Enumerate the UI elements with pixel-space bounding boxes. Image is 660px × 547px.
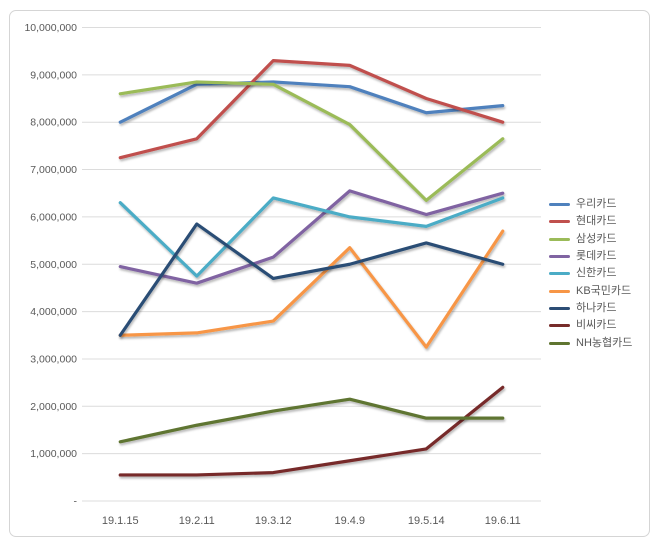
legend-label: 삼성카드 — [576, 232, 617, 245]
x-tick-label: 19.6.11 — [485, 515, 521, 527]
legend-marker-icon — [549, 272, 570, 276]
legend-marker-icon — [549, 306, 570, 310]
legend-marker-icon — [549, 203, 570, 207]
series-line-0 — [118, 80, 505, 124]
y-axis-labels: - 1,000,000 2,000,000 3,000,000 4,000,000 5,0… — [24, 22, 77, 508]
legend-marker-icon — [549, 324, 570, 328]
y-tick-label: 10,000,000 — [24, 22, 77, 34]
legend-label: 비씨카드 — [576, 319, 617, 332]
series-line-2 — [118, 80, 505, 202]
legend-item-7: 비씨카드 — [549, 317, 632, 334]
series-line-7 — [118, 385, 505, 477]
legend-label: 롯데카드 — [576, 250, 617, 263]
y-tick-label: 7,000,000 — [30, 164, 77, 176]
series-line-4 — [118, 196, 505, 278]
chart-frame — [9, 10, 650, 537]
series-line-1 — [118, 59, 505, 160]
legend-item-6: 하나카드 — [549, 300, 632, 317]
series-line-5 — [118, 229, 505, 349]
legend-item-0: 우리카드 — [549, 196, 632, 213]
series-line-6 — [118, 222, 505, 337]
y-tick-label: 4,000,000 — [30, 306, 77, 318]
legend-marker-icon — [549, 255, 570, 259]
legend-label: 신한카드 — [576, 267, 617, 280]
x-tick-label: 19.1.15 — [102, 515, 139, 527]
legend-marker-icon — [549, 341, 570, 345]
legend-item-3: 롯데카드 — [549, 248, 632, 265]
legend-label: NH농협카드 — [576, 336, 633, 349]
series-line-8 — [118, 397, 505, 444]
x-tick-label: 19.5.14 — [408, 515, 445, 527]
legend-label: 현대카드 — [576, 215, 617, 228]
series-lines — [118, 59, 505, 477]
legend-label: KB국민카드 — [576, 284, 632, 297]
legend-marker-icon — [549, 289, 570, 293]
y-tick-label: 6,000,000 — [30, 211, 77, 223]
x-tick-label: 19.2.11 — [179, 515, 215, 527]
y-tick-label: 1,000,000 — [30, 448, 77, 460]
series-line-3 — [118, 189, 505, 285]
y-tick-label: 2,000,000 — [30, 401, 77, 413]
legend-item-2: 삼성카드 — [549, 231, 632, 248]
y-tick-label: - — [74, 496, 78, 508]
gridlines — [82, 27, 541, 502]
legend-marker-icon — [549, 220, 570, 224]
y-tick-label: 3,000,000 — [30, 353, 77, 365]
y-tick-label: 9,000,000 — [30, 69, 77, 81]
y-tick-label: 8,000,000 — [30, 117, 77, 129]
legend-item-8: NH농협카드 — [549, 334, 632, 351]
legend-label: 우리카드 — [576, 198, 617, 211]
legend-item-1: 현대카드 — [549, 213, 632, 230]
legend-item-5: KB국민카드 — [549, 282, 632, 299]
y-tick-label: 5,000,000 — [30, 259, 77, 271]
legend-item-4: 신한카드 — [549, 265, 632, 282]
x-axis-labels: 19.1.15 19.2.11 19.3.12 19.4.9 19.5.14 19.6.1… — [102, 515, 521, 527]
legend-marker-icon — [549, 237, 570, 241]
legend-label: 하나카드 — [576, 301, 617, 314]
x-tick-label: 19.4.9 — [334, 515, 365, 527]
x-tick-label: 19.3.12 — [255, 515, 292, 527]
